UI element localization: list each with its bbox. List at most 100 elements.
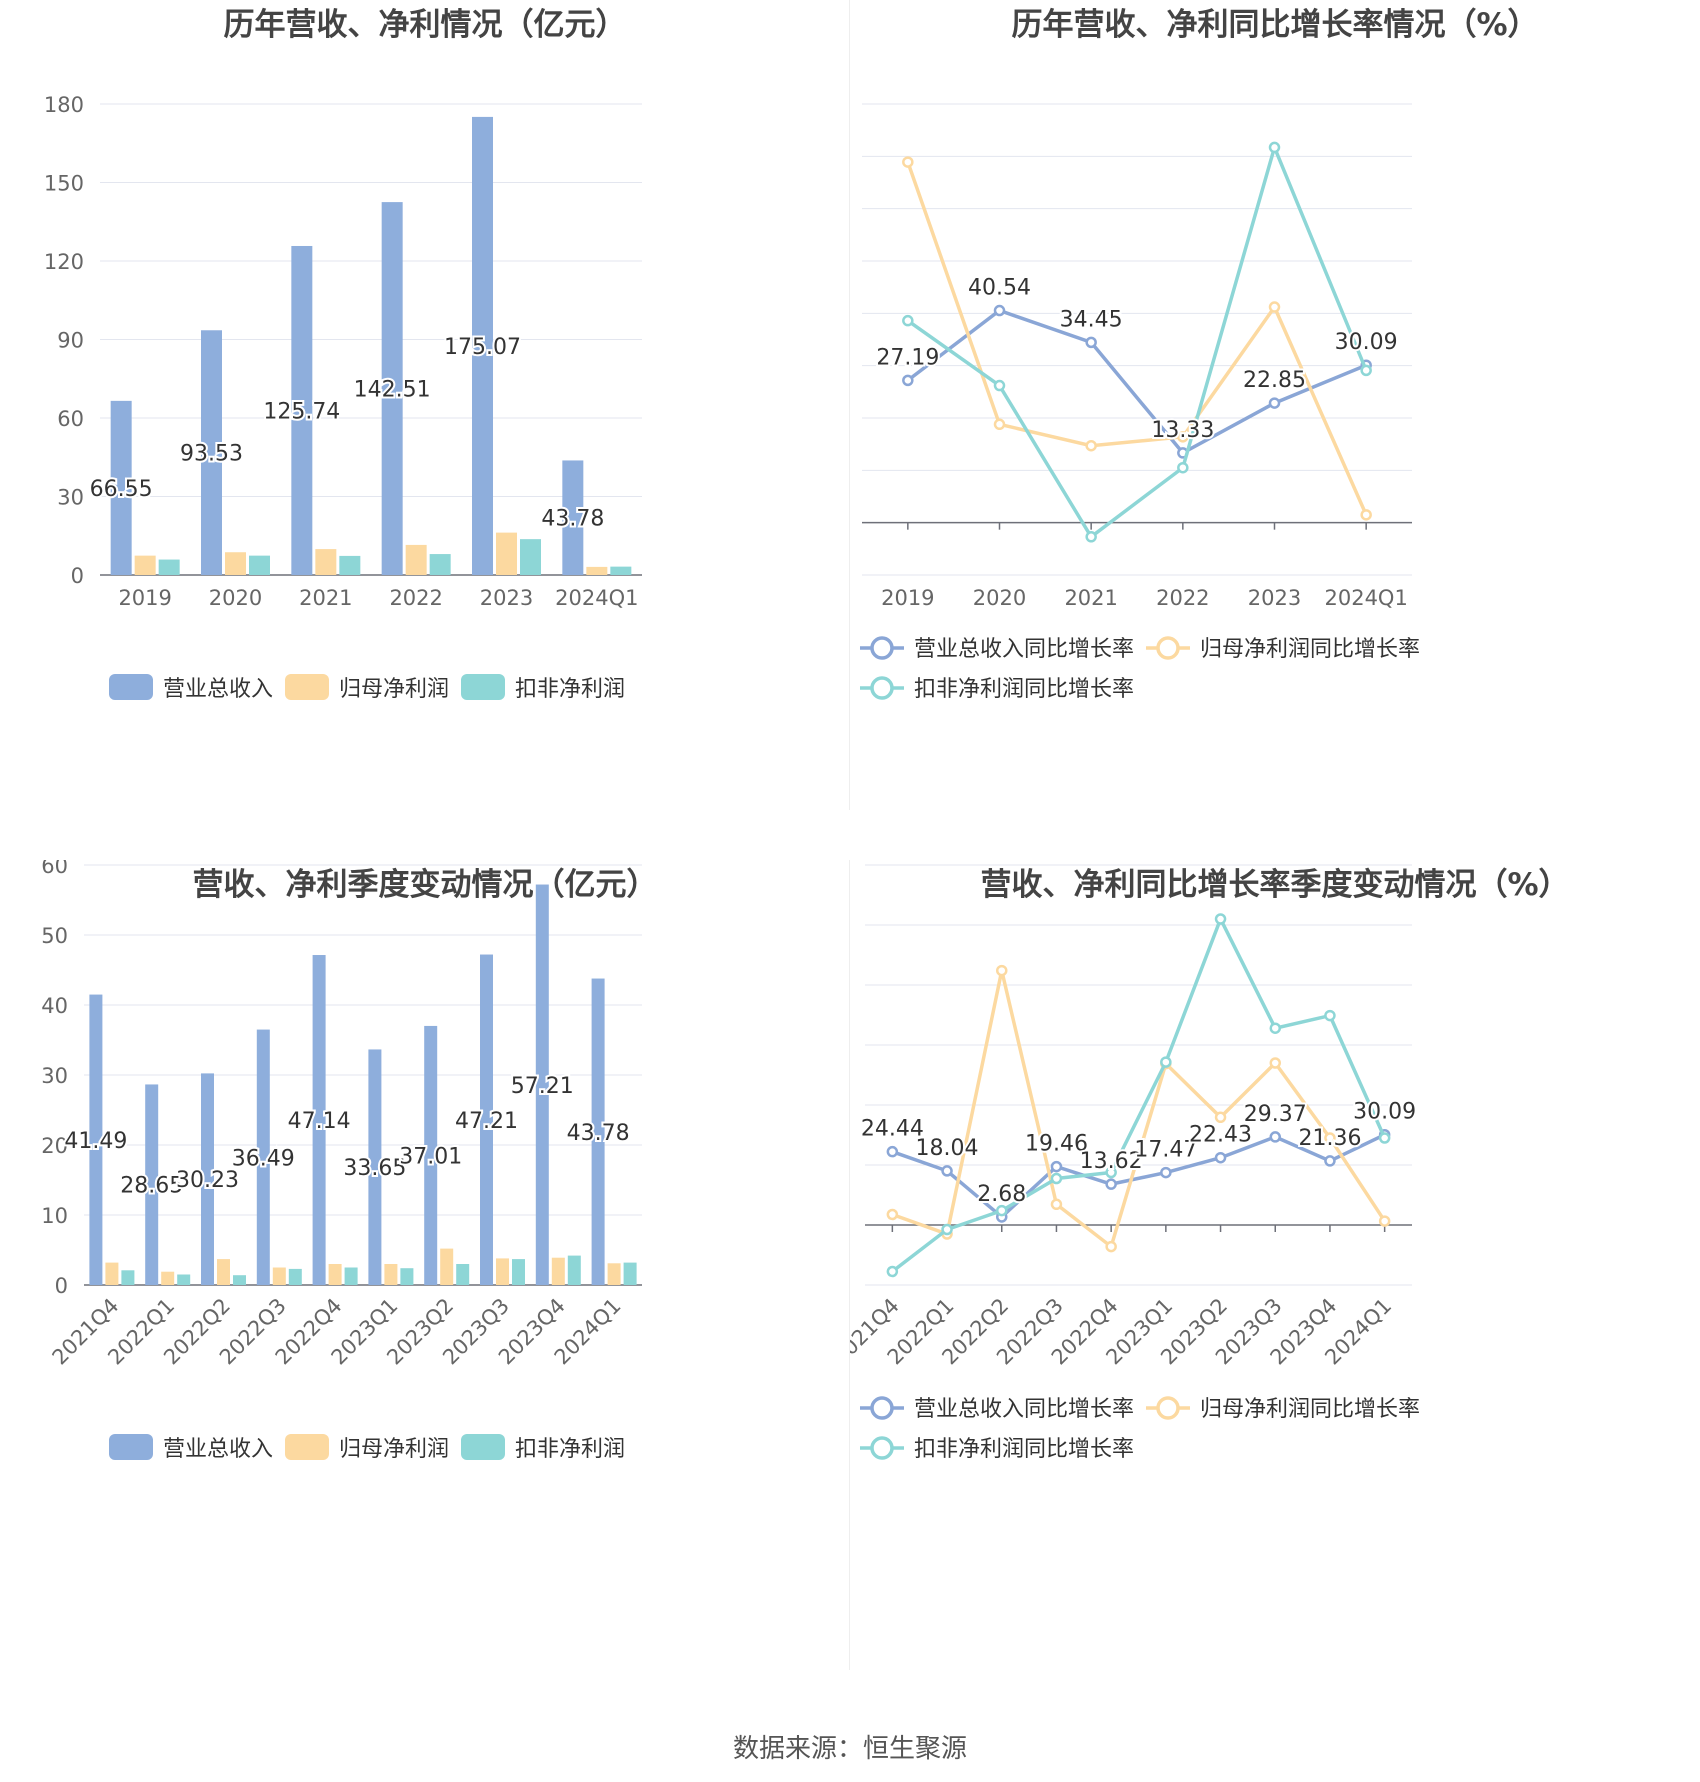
data-point [996, 964, 1008, 977]
data-label: 30.09 [1353, 1100, 1416, 1125]
bar [384, 1264, 398, 1285]
legend-label: 营业总收入 [163, 1437, 273, 1462]
y-tick-label: 60 [41, 860, 68, 878]
data-label: 21.36 [1298, 1126, 1361, 1151]
bar [512, 1259, 525, 1285]
series-line [891, 914, 1387, 1273]
data-point [993, 379, 1006, 392]
y-tick-label: 50 [41, 924, 68, 948]
legend-swatch [285, 674, 329, 700]
legend-label: 归母净利润 [339, 1437, 449, 1462]
data-label: 125.74 [263, 399, 340, 424]
bar [586, 566, 608, 575]
bar [424, 1025, 438, 1285]
data-label: 13.33 [1151, 418, 1214, 443]
data-label: 29.37 [1244, 1102, 1307, 1127]
bar [288, 1268, 302, 1285]
data-label: 18.04 [916, 1136, 979, 1161]
bar [496, 1258, 509, 1285]
bar [272, 1267, 286, 1285]
bar [400, 1268, 414, 1285]
y-tick-label: 0 [55, 1274, 68, 1298]
data-point [1050, 1160, 1063, 1173]
series-line [906, 142, 1368, 540]
legend-swatch-marker [1156, 636, 1180, 660]
chart-panel-annual-growth: 历年营收、净利同比增长率情况（%）-1001020304050607080201… [850, 0, 1700, 860]
data-point [941, 1165, 953, 1177]
data-point [1160, 1166, 1172, 1179]
bar [381, 202, 403, 576]
data-label: 47.14 [288, 1109, 351, 1134]
data-point [1268, 397, 1281, 409]
legend-swatch [285, 1434, 329, 1460]
bar [134, 555, 156, 575]
data-label: 13.62 [1080, 1149, 1143, 1174]
data-point [1360, 509, 1372, 521]
data-label: 22.43 [1189, 1123, 1252, 1148]
chart-title: 营收、净利季度变动情况（亿元） [193, 867, 658, 903]
legend-swatch [461, 1434, 505, 1460]
data-point [902, 156, 914, 168]
x-tick-label: 2022 [1156, 586, 1209, 610]
data-point [1378, 1132, 1391, 1144]
line-chart-quarterly-growth: 营收、净利同比增长率季度变动情况（%）-20020406080100120202… [850, 864, 1570, 1462]
chart-panel-quarterly-revenue-profit: 营收、净利季度变动情况（亿元） 0 10 20 30 40 50 60 2021Q4 2022Q1… [0, 860, 850, 1720]
data-point [1324, 1132, 1336, 1144]
bar-chart-quarterly: 营收、净利季度变动情况（亿元）01020304050602021Q42022Q1… [41, 860, 658, 1462]
bar [607, 1263, 621, 1285]
legend-swatch-marker [870, 636, 894, 660]
bar [456, 1264, 470, 1285]
bar [472, 116, 493, 575]
y-tick-label: 20 [41, 1134, 68, 1158]
data-point [1214, 913, 1227, 925]
chart-title: 营收、净利同比增长率季度变动情况（%） [980, 867, 1569, 903]
bar [161, 1271, 175, 1285]
data-point [1105, 1166, 1117, 1179]
x-tick-label: 2019 [881, 586, 934, 610]
data-point [996, 1204, 1008, 1217]
legend-label: 归母净利润同比增长率 [1200, 637, 1420, 662]
y-tick-label: 150 [44, 172, 84, 196]
bar [429, 554, 451, 575]
bar [405, 544, 427, 575]
y-tick-label: 30 [57, 486, 84, 510]
bar [256, 1029, 270, 1285]
data-label: 43.78 [541, 507, 604, 532]
legend-label: 扣非净利润同比增长率 [914, 1437, 1134, 1462]
line-chart-annual-growth: 历年营收、净利同比增长率情况（%）-1001020304050607080201… [860, 7, 1539, 702]
x-tick-label: 2020 [209, 586, 262, 610]
bar [328, 1264, 342, 1285]
data-point [1177, 461, 1189, 474]
bar [591, 978, 605, 1285]
data-point [1269, 1057, 1281, 1069]
x-tick-label: 2021 [1064, 586, 1117, 610]
data-point [1160, 1056, 1172, 1068]
legend-label: 归母净利润 [339, 677, 449, 702]
data-point [886, 1145, 899, 1158]
y-tick-label: 180 [44, 93, 84, 117]
legend-label: 扣非净利润 [515, 1437, 625, 1462]
data-point [886, 1208, 899, 1221]
data-point [1378, 1215, 1391, 1227]
data-source: 数据来源：恒生聚源 [732, 1734, 967, 1764]
legend-swatch [109, 674, 153, 700]
legend-swatch [461, 674, 505, 700]
legend-swatch-marker [1156, 1396, 1180, 1420]
series-line [891, 1133, 1386, 1220]
x-tick-label: 2024Q1 [1324, 586, 1407, 610]
bar [89, 994, 103, 1285]
bar [312, 955, 326, 1285]
divider-top [849, 0, 850, 810]
legend-label: 营业总收入 [163, 677, 273, 702]
bar [440, 1248, 454, 1285]
data-label: 28.65 [120, 1174, 183, 1199]
x-tick-label: 2023 [480, 586, 533, 610]
data-label: 2.68 [977, 1182, 1026, 1207]
data-label: 142.51 [354, 378, 431, 403]
y-tick-label: 10 [41, 1204, 68, 1228]
bar [201, 330, 222, 575]
data-label: 66.55 [90, 477, 153, 502]
chart-title: 历年营收、净利情况（亿元） [224, 7, 627, 43]
legend-label: 营业总收入同比增长率 [914, 1397, 1134, 1422]
bar [551, 1257, 565, 1285]
